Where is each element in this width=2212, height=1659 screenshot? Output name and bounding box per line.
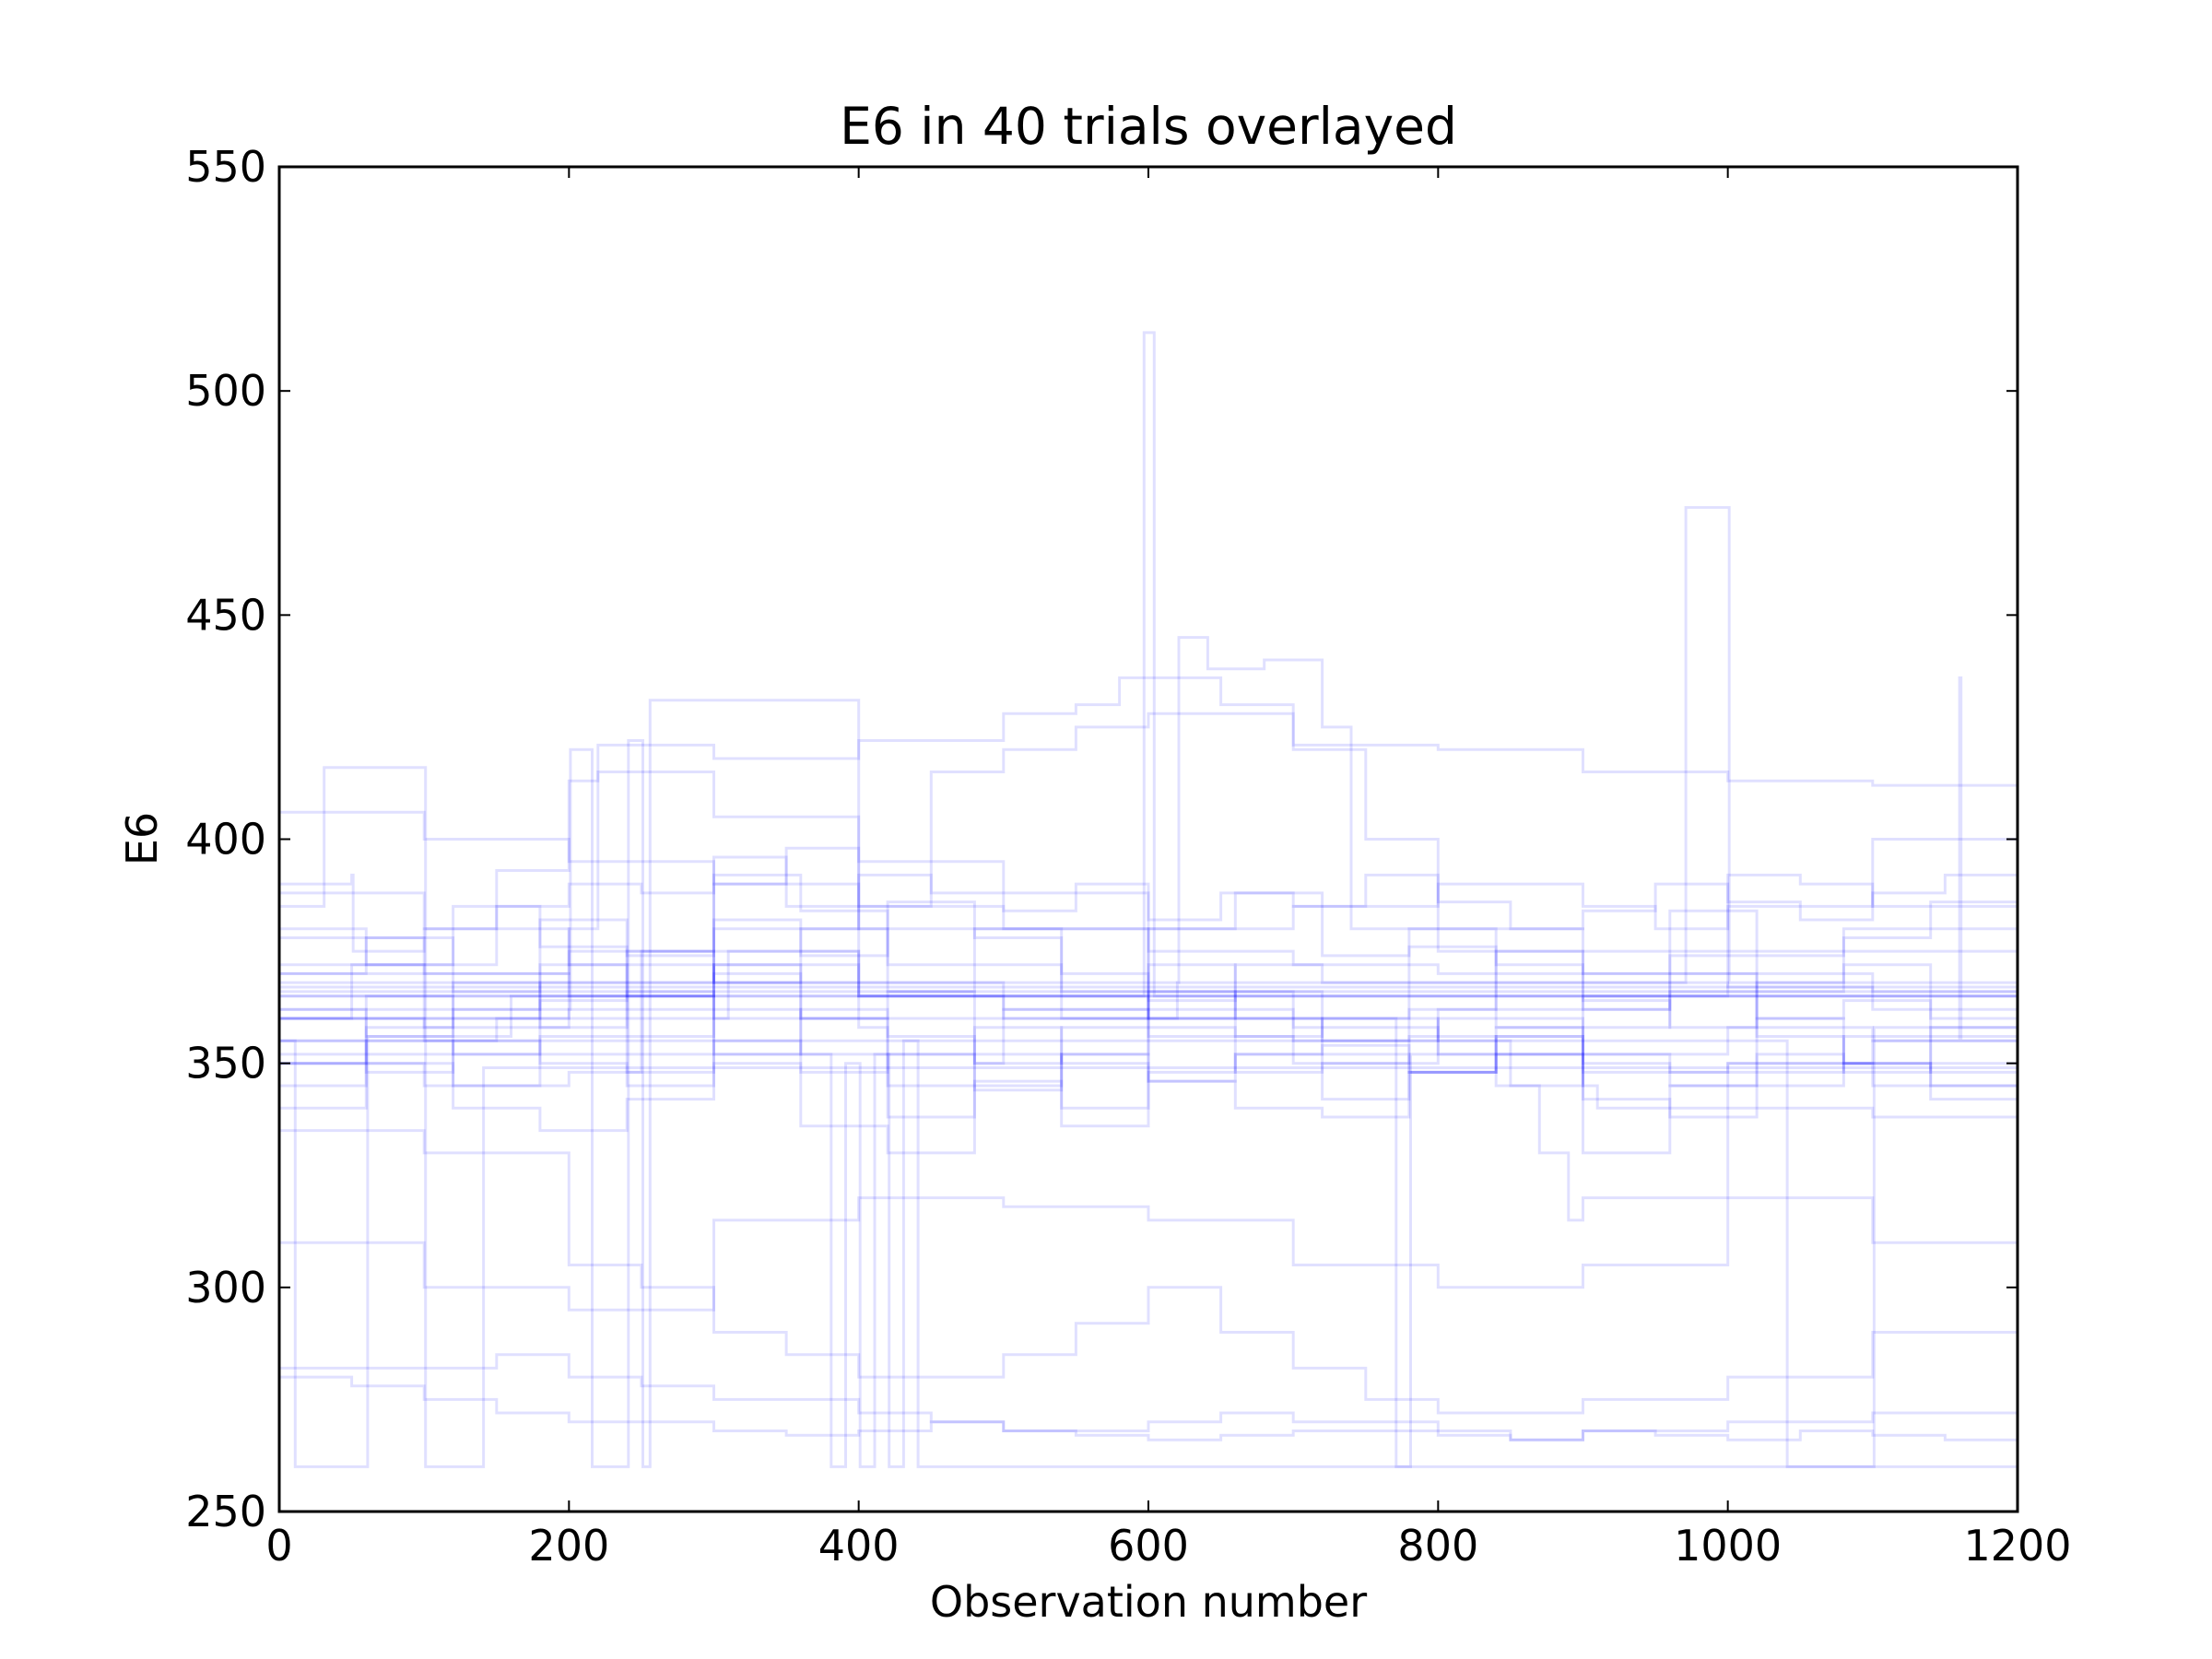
x-tick-label: 400 — [818, 1521, 900, 1571]
trial-line-29 — [279, 1039, 2018, 1468]
y-axis-title: E6 — [117, 812, 167, 865]
x-tick-label: 800 — [1397, 1521, 1478, 1571]
y-tick-label: 350 — [185, 1039, 266, 1088]
x-axis-title: Observation number — [930, 1577, 1367, 1627]
trial-line-7 — [279, 1196, 2019, 1312]
y-tick-label: 400 — [185, 815, 266, 865]
y-axis: 250 300 350 400 450 500 550 — [185, 142, 2018, 1536]
trial-line-9 — [279, 1353, 2019, 1441]
trial-line-28 — [279, 699, 2018, 1468]
x-tick-label: 600 — [1108, 1521, 1189, 1571]
x-tick-label: 1000 — [1674, 1521, 1782, 1571]
x-tick-label: 200 — [528, 1521, 609, 1571]
trial-line-31 — [279, 676, 2019, 1468]
trial-line-14 — [279, 1007, 2019, 1155]
trial-line-5 — [279, 766, 2018, 1468]
y-tick-label: 450 — [185, 590, 266, 640]
trial-line-32 — [279, 936, 2019, 1222]
x-axis: 0 200 400 600 800 1000 1200 — [265, 167, 2072, 1571]
series-layer — [279, 331, 2019, 1468]
trial-line-18 — [279, 891, 2019, 994]
trial-line-23 — [279, 771, 2019, 1065]
trial-line-30 — [279, 1026, 2018, 1468]
trial-line-33 — [279, 891, 2019, 1088]
trial-line-10 — [279, 1129, 2019, 1415]
trial-line-20 — [279, 963, 2019, 1038]
trial-line-16 — [279, 1026, 2019, 1101]
trial-line-21 — [279, 855, 2019, 953]
y-tick-label: 500 — [185, 366, 266, 416]
trial-line-19 — [279, 1035, 2019, 1155]
x-tick-label: 1200 — [1963, 1521, 2071, 1571]
trial-line-24 — [279, 712, 2019, 1030]
trial-line-22 — [279, 846, 2019, 1088]
trial-line-12 — [279, 963, 2019, 1110]
trial-line-4 — [279, 810, 2018, 994]
trial-line-6 — [279, 676, 2019, 1020]
trial-line-17 — [279, 981, 2019, 1092]
y-tick-label: 550 — [185, 142, 266, 192]
trial-line-26 — [279, 331, 2018, 998]
y-tick-label: 300 — [185, 1263, 266, 1312]
trial-line-13 — [279, 927, 2019, 1065]
trial-line-25 — [279, 636, 2019, 1020]
trial-line-27 — [279, 506, 2018, 984]
trial-line-15 — [279, 873, 2019, 1011]
y-tick-label: 250 — [185, 1487, 266, 1536]
chart-title: E6 in 40 trials overlayed — [840, 97, 1457, 156]
x-tick-label: 0 — [265, 1521, 292, 1571]
trial-line-11 — [279, 949, 2019, 1468]
trial-line-8 — [279, 1375, 2019, 1444]
